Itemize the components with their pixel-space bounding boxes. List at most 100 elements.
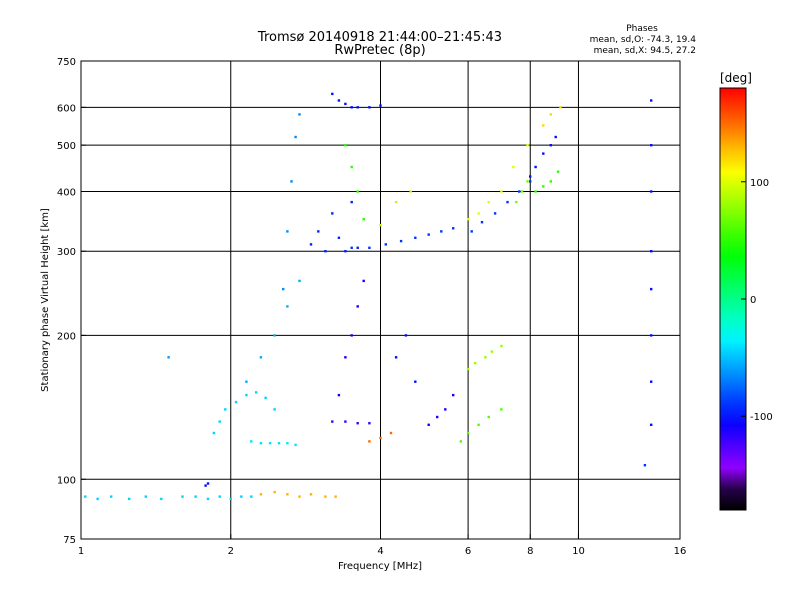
- data-point: [337, 99, 341, 102]
- data-point: [290, 180, 293, 183]
- data-point: [477, 212, 480, 215]
- data-point: [409, 190, 412, 193]
- data-point: [650, 144, 653, 147]
- x-tick-label: 10: [572, 546, 585, 557]
- data-point: [368, 106, 371, 109]
- data-point: [206, 482, 210, 485]
- data-point: [559, 106, 562, 109]
- data-point: [160, 497, 163, 501]
- data-point: [350, 200, 353, 204]
- data-point: [204, 484, 207, 487]
- data-point: [549, 180, 552, 183]
- data-point: [534, 190, 537, 193]
- data-point: [344, 250, 347, 253]
- data-point: [500, 344, 503, 348]
- data-point: [250, 495, 253, 498]
- x-tick-label: 6: [465, 546, 471, 557]
- data-point: [317, 230, 320, 233]
- data-point: [650, 334, 653, 337]
- data-point: [452, 393, 455, 397]
- data-point: [298, 495, 301, 498]
- x-axis-label: Frequency [MHz]: [338, 561, 422, 572]
- data-point: [250, 440, 253, 443]
- y-tick-label: 750: [57, 57, 76, 68]
- data-point: [379, 224, 382, 227]
- data-point: [331, 212, 334, 215]
- data-point: [534, 165, 537, 169]
- data-point: [331, 420, 334, 423]
- data-point: [427, 233, 430, 236]
- x-tick-label: 1: [78, 546, 84, 557]
- y-tick-label: 400: [57, 187, 76, 198]
- data-point: [273, 334, 276, 337]
- data-point: [206, 497, 210, 501]
- data-point: [389, 431, 393, 435]
- data-point: [484, 356, 487, 359]
- data-point: [518, 190, 521, 193]
- x-tick-label: 4: [377, 546, 383, 557]
- data-point: [245, 393, 248, 397]
- data-point: [529, 175, 532, 178]
- data-point: [362, 218, 365, 221]
- y-tick-label: 500: [57, 141, 76, 152]
- data-point: [259, 493, 263, 496]
- data-point: [542, 124, 545, 127]
- data-point: [286, 442, 289, 445]
- data-point: [234, 400, 238, 404]
- data-point: [286, 230, 289, 233]
- data-point: [474, 361, 477, 365]
- data-point: [286, 493, 289, 496]
- data-point: [181, 495, 184, 498]
- data-point: [490, 350, 494, 353]
- data-point: [394, 356, 398, 359]
- y-tick-label: 300: [57, 247, 76, 258]
- data-point: [512, 165, 515, 169]
- data-point: [556, 170, 560, 173]
- stats-line-x: mean, sd,X: 94.5, 27.2: [594, 46, 696, 56]
- data-point: [650, 190, 653, 193]
- data-point: [344, 102, 347, 106]
- data-point: [414, 236, 417, 239]
- tick-layer: 1 2 4 6 8 10 16 75 100 200 300 400 500 600 750: [57, 57, 686, 557]
- grid-layer: [81, 61, 680, 539]
- data-point: [309, 243, 313, 246]
- data-point: [331, 92, 334, 96]
- data-point: [427, 423, 430, 426]
- data-point: [337, 236, 341, 239]
- data-point: [466, 218, 470, 221]
- data-point: [240, 495, 243, 498]
- stats-heading: Phases: [626, 24, 658, 34]
- data-point: [128, 497, 131, 501]
- data-point: [480, 221, 484, 224]
- data-point: [399, 239, 403, 243]
- data-point: [643, 464, 647, 467]
- data-point: [493, 212, 497, 215]
- data-point: [229, 497, 232, 501]
- data-point: [277, 442, 281, 445]
- data-point: [356, 106, 359, 109]
- data-point: [529, 180, 532, 183]
- data-point: [650, 380, 653, 383]
- data-point: [167, 356, 170, 359]
- data-point: [110, 495, 113, 498]
- data-point: [356, 190, 359, 193]
- data-point: [384, 243, 387, 246]
- data-point: [273, 490, 276, 494]
- data-point: [506, 200, 509, 204]
- data-point: [298, 279, 301, 283]
- data-point: [194, 495, 197, 498]
- colorbar-label: [deg]: [720, 71, 752, 85]
- data-point: [212, 431, 216, 435]
- data-point: [470, 230, 473, 233]
- data-point: [286, 305, 289, 308]
- data-point: [294, 135, 297, 139]
- y-tick-label: 100: [57, 475, 76, 486]
- data-point: [259, 356, 263, 359]
- data-point: [466, 367, 470, 371]
- data-point: [554, 135, 557, 139]
- data-point: [368, 440, 371, 443]
- data-point: [350, 334, 353, 337]
- stats-line-o: mean, sd,O: -74.3, 19.4: [590, 35, 697, 45]
- data-point: [218, 420, 221, 423]
- x-tick-label: 2: [228, 546, 234, 557]
